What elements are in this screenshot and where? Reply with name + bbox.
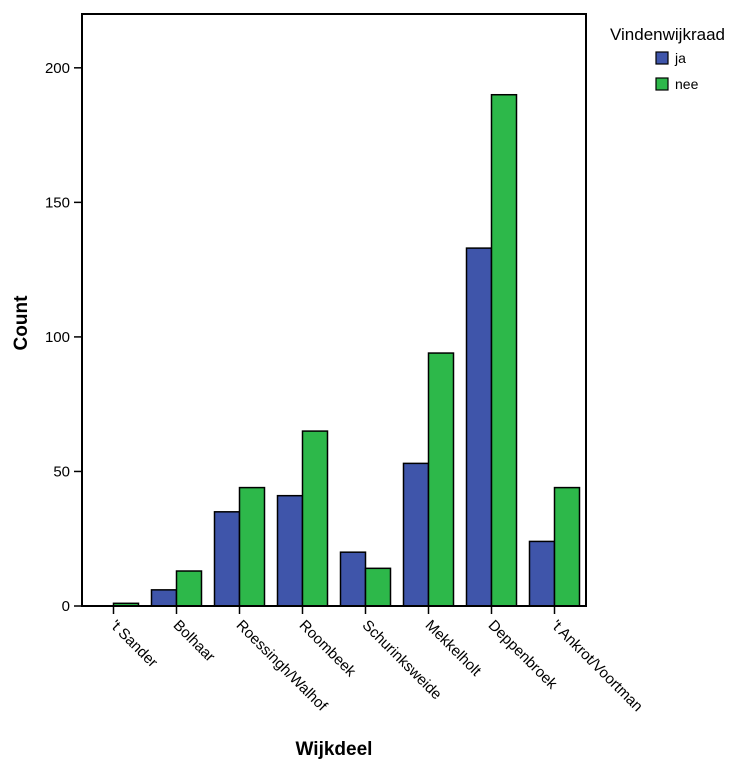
- legend-title: Vindenwijkraad: [610, 25, 725, 44]
- bar-nee: [490, 93, 518, 607]
- x-tick-label: 't Sander: [107, 617, 161, 671]
- y-tick-label: 200: [45, 60, 70, 77]
- y-tick-label: 150: [45, 194, 70, 211]
- legend-label-ja: ja: [674, 50, 686, 66]
- bar-nee: [364, 567, 392, 607]
- legend-label-nee: nee: [675, 76, 699, 92]
- bar-nee: [175, 570, 203, 607]
- x-axis: 't Sander Bolhaar Roessingh/WalhofRoombeek…: [107, 606, 646, 715]
- bar-nee: [238, 486, 266, 607]
- x-tick-label: Bolhaar: [170, 617, 219, 666]
- bar-ja: [213, 511, 241, 607]
- x-axis-title: Wijkdeel: [296, 739, 373, 760]
- plot-frame: [81, 13, 587, 607]
- x-tick-label: Mekkelholt: [422, 617, 485, 680]
- bar-ja: [465, 247, 493, 607]
- legend: Vindenwijkraad ja nee: [610, 25, 725, 92]
- x-tick-label: Roombeek: [296, 617, 360, 681]
- y-axis-title: Count: [11, 295, 32, 351]
- bar-ja: [402, 462, 430, 607]
- y-tick-label: 100: [45, 329, 70, 346]
- legend-swatch-nee: [655, 77, 669, 91]
- y-tick-label: 50: [53, 463, 70, 480]
- y-tick-label: 0: [62, 598, 70, 615]
- x-tick-label: 't Ankrot/Voortman: [548, 617, 646, 715]
- bar-nee: [427, 352, 455, 607]
- bar-nee: [301, 430, 329, 607]
- bars-layer: [112, 93, 581, 607]
- bar-nee: [553, 486, 581, 607]
- bar-ja: [528, 540, 556, 607]
- bar-ja: [339, 551, 367, 607]
- y-axis: 0 50 100 150 200: [45, 60, 82, 615]
- bar-ja: [276, 494, 304, 607]
- legend-swatch-ja: [655, 51, 669, 65]
- bar-ja: [150, 589, 178, 607]
